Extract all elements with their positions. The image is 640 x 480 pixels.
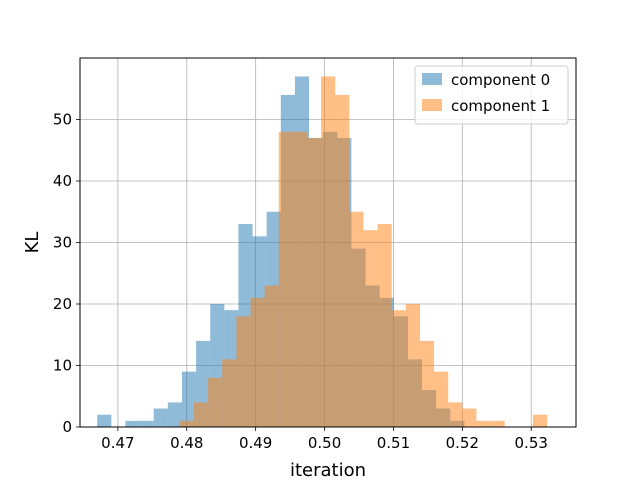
bar-series-1-bin-5 <box>250 297 265 427</box>
bar-series-0-bin-3 <box>139 420 154 427</box>
bar-series-1-bin-14 <box>377 224 392 427</box>
y-tick-label-0: 0 <box>62 418 72 436</box>
bar-series-1-bin-21 <box>476 420 491 427</box>
y-tick-label-2: 20 <box>53 295 72 313</box>
bar-series-0-bin-6 <box>181 371 197 427</box>
legend-box <box>414 65 569 125</box>
bar-series-1-bin-2 <box>208 377 223 427</box>
bar-series-1-bin-10 <box>321 76 336 427</box>
legend-label-component-1: component 1 <box>451 97 550 115</box>
bar-series-1-bin-17 <box>419 340 435 427</box>
bar-series-1-bin-9 <box>306 137 322 427</box>
y-tick-label-4: 40 <box>53 172 72 190</box>
bar-series-1-bin-13 <box>363 230 378 427</box>
bar-series-1-bin-11 <box>335 94 350 428</box>
bar-series-1-bin-22 <box>490 420 505 427</box>
bar-series-1-bin-12 <box>349 211 364 427</box>
x-axis-label: iteration <box>290 460 366 480</box>
bar-series-1-bin-1 <box>194 402 209 427</box>
legend-label-component-0: component 0 <box>451 71 550 89</box>
bar-series-1-bin-18 <box>434 371 449 427</box>
y-axis-label: KL <box>22 232 43 254</box>
x-tick-label-3: 0.50 <box>308 434 341 452</box>
y-axis-ticks: 0 10 20 30 40 50 <box>53 111 80 436</box>
bar-series-1-bin-3 <box>222 359 237 427</box>
y-tick-label-1: 10 <box>53 357 72 375</box>
x-tick-label-2: 0.49 <box>239 434 272 452</box>
legend-swatch-component-1 <box>422 99 442 111</box>
x-axis-ticks: 0.47 0.48 0.49 0.50 0.51 0.52 0.53 <box>101 427 548 452</box>
x-tick-label-6: 0.53 <box>515 434 548 452</box>
legend: component 0 component 1 <box>414 65 569 125</box>
x-tick-label-1: 0.48 <box>170 434 203 452</box>
bar-series-0-bin-4 <box>153 408 168 427</box>
y-tick-label-5: 50 <box>53 111 72 129</box>
x-tick-label-0: 0.47 <box>101 434 134 452</box>
bar-series-1-bin-6 <box>264 285 279 427</box>
bar-series-0-bin-2 <box>125 420 140 427</box>
bar-series-1-bin-16 <box>405 304 420 427</box>
bar-series-1-bin-0 <box>179 420 195 427</box>
bar-series-0-bin-0 <box>97 414 112 427</box>
bar-series-1-bin-7 <box>278 131 293 428</box>
bar-series-0-bin-5 <box>167 402 182 427</box>
bar-series-1-bin-20 <box>462 408 477 427</box>
bar-series-1-bin-25 <box>532 414 548 427</box>
bar-series-1-bin-4 <box>236 316 251 427</box>
bar-series-1-bin-15 <box>391 310 406 427</box>
series-component-1-bars <box>179 76 548 428</box>
x-tick-label-4: 0.51 <box>377 434 410 452</box>
bar-series-1-bin-19 <box>448 402 463 427</box>
bar-series-1-bin-8 <box>292 131 307 428</box>
x-tick-label-5: 0.52 <box>446 434 479 452</box>
y-tick-label-3: 30 <box>53 234 72 252</box>
legend-swatch-component-0 <box>422 73 442 85</box>
